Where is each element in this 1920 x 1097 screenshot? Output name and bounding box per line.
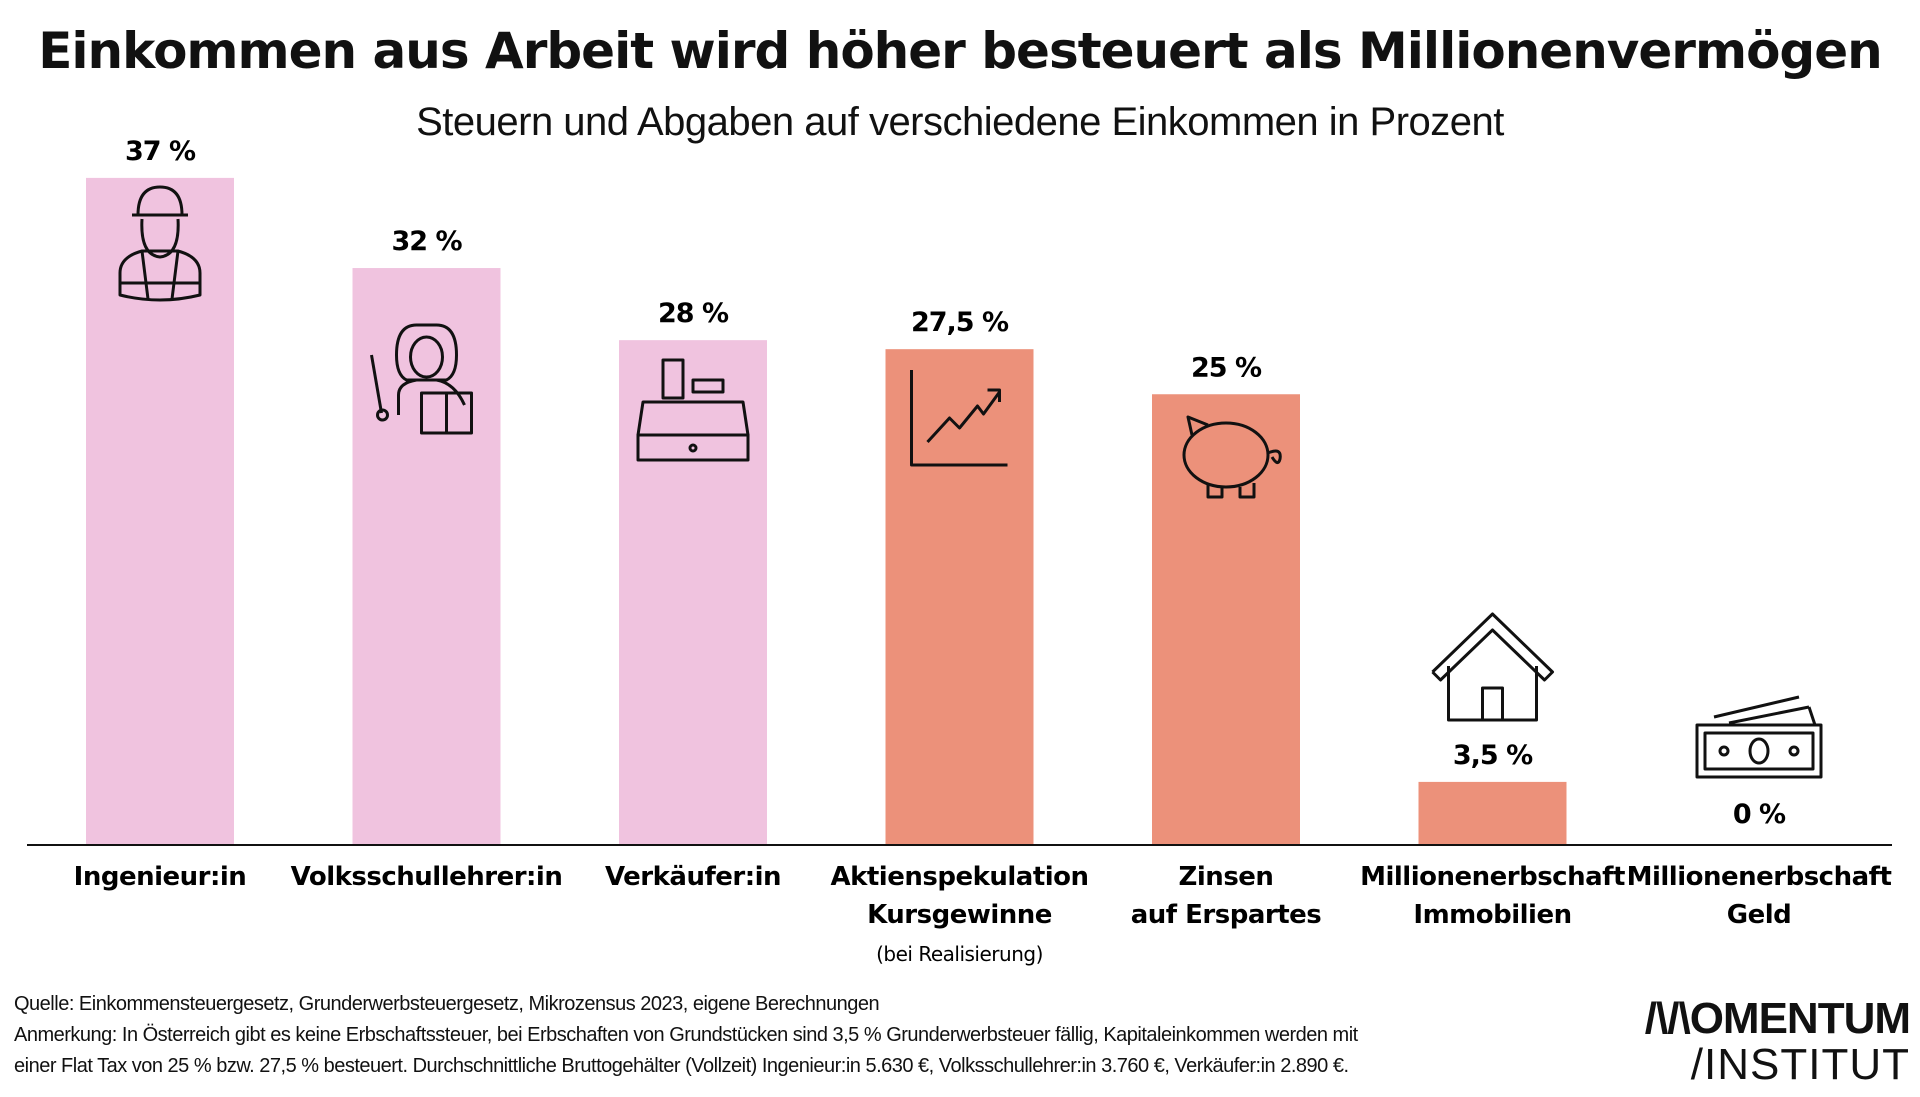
bar — [86, 177, 234, 845]
category-label: auf Erspartes — [1131, 900, 1322, 930]
bar — [885, 349, 1034, 845]
source-note: Quelle: Einkommensteuergesetz, Grunderwe… — [14, 993, 880, 1015]
momentum-institut-logo: /\/\OMENTUM /INSTITUT — [1605, 994, 1911, 1089]
teacher-icon — [370, 323, 473, 435]
category-label: Kursgewinne — [867, 900, 1052, 930]
value-label: 32 % — [391, 226, 462, 257]
stock-chart-icon — [910, 370, 1008, 467]
bar-chart: 37 % Ingenieur:in 32 % Volksschullehrer:in 2… — [27, 136, 1892, 966]
logo-line-2: /INSTITUT — [1690, 1040, 1910, 1089]
piggy-bank-icon — [1182, 415, 1282, 499]
value-label: 3,5 % — [1453, 740, 1533, 771]
bar — [619, 340, 767, 845]
cash-register-icon — [636, 358, 750, 462]
value-label: 28 % — [658, 298, 729, 329]
house-icon — [1431, 612, 1554, 722]
annotation-line-1: Anmerkung: In Österreich gibt es keine E… — [14, 1024, 1358, 1046]
annotation-line-2: einer Flat Tax von 25 % bzw. 27,5 % best… — [14, 1055, 1349, 1077]
value-label: 0 % — [1733, 799, 1786, 830]
value-label: 37 % — [125, 136, 196, 167]
category-label: Volksschullehrer:in — [291, 862, 563, 892]
category-label: Millionenerbschaft — [1627, 862, 1892, 892]
banknote-icon — [1695, 695, 1823, 779]
category-label: Millionenerbschaft — [1360, 862, 1625, 892]
value-label: 27,5 % — [911, 307, 1009, 338]
chart-subtitle: Steuern und Abgaben auf verschiedene Ein… — [416, 100, 1504, 144]
chart-title: Einkommen aus Arbeit wird höher besteuer… — [38, 22, 1882, 80]
category-label: Aktienspekulation — [830, 862, 1088, 892]
bar — [352, 268, 501, 845]
category-label: Geld — [1727, 900, 1792, 930]
bar — [1418, 781, 1567, 845]
bar — [1152, 394, 1300, 845]
category-label: Ingenieur:in — [74, 862, 247, 892]
category-label: (bei Realisierung) — [876, 942, 1043, 966]
category-label: Verkäufer:in — [605, 862, 781, 892]
category-label: Zinsen — [1179, 862, 1274, 892]
category-label: Immobilien — [1413, 900, 1571, 930]
value-label: 25 % — [1191, 352, 1262, 383]
engineer-icon — [118, 185, 202, 302]
logo-line-1: /\/\OMENTUM — [1644, 994, 1911, 1043]
